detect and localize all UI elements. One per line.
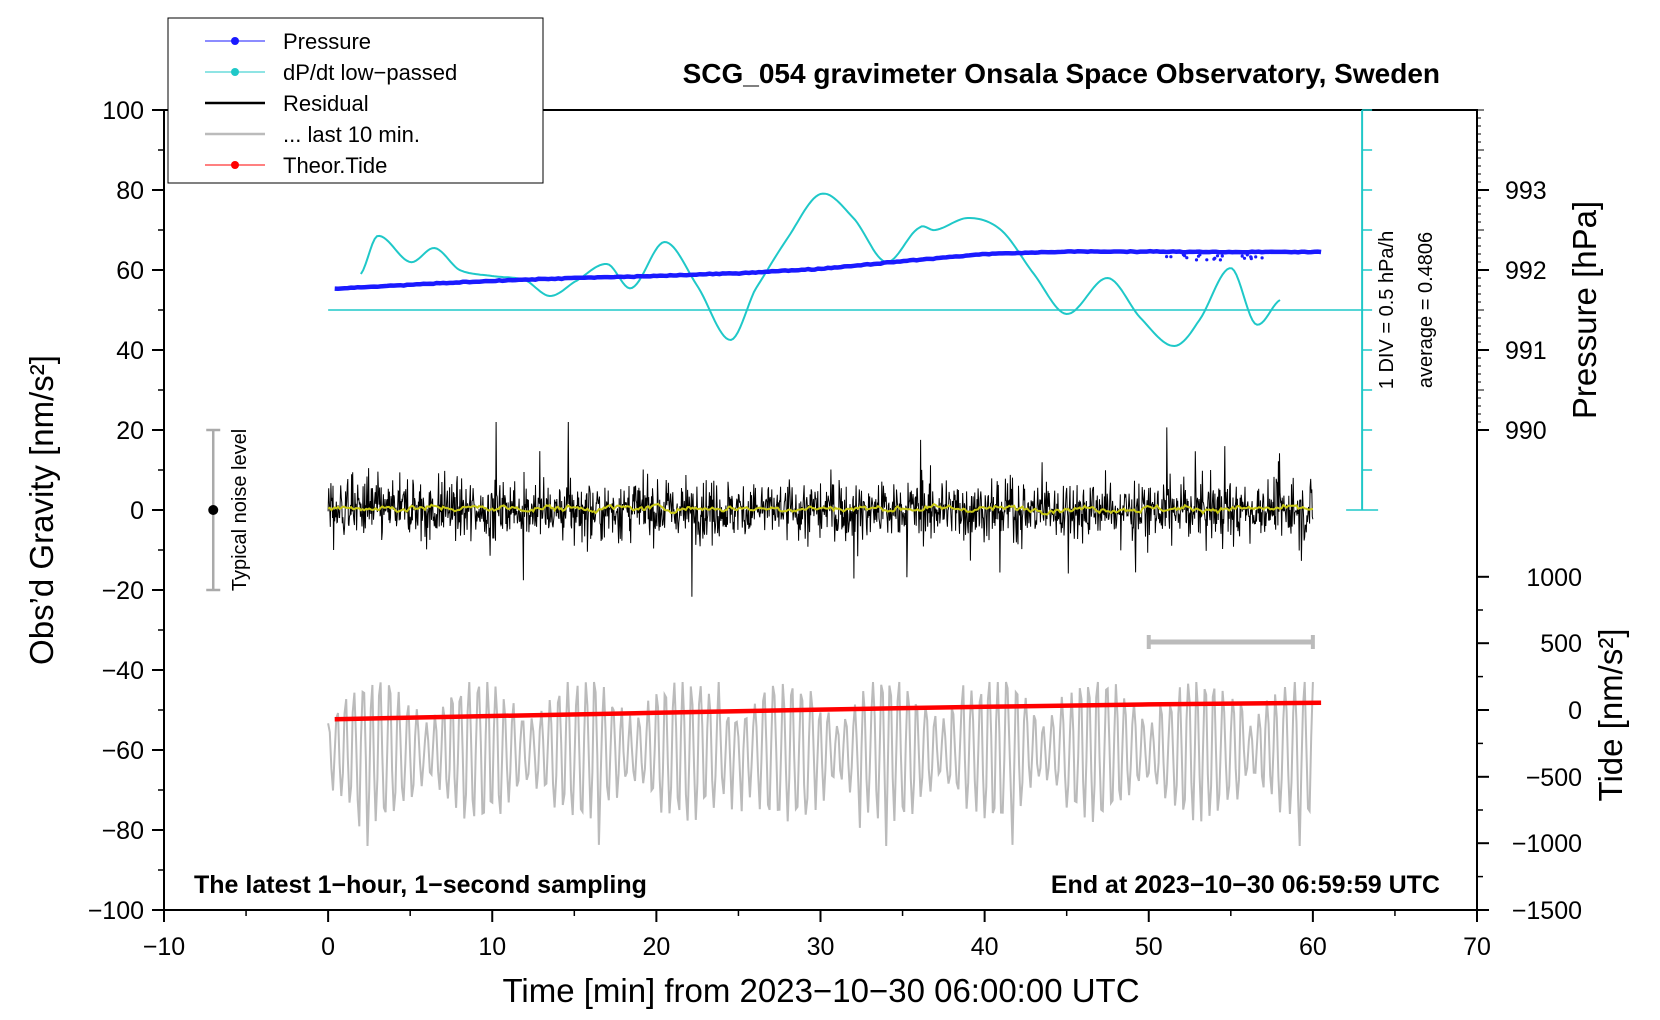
pressure-point — [1254, 255, 1258, 259]
y-tick-label: 60 — [116, 257, 144, 285]
y-tick-label: 0 — [130, 497, 144, 525]
pressure-point — [1245, 253, 1249, 257]
tide-tick-label: 0 — [1568, 697, 1582, 725]
y-tick-label: −100 — [88, 897, 144, 925]
x-tick-label: 10 — [478, 933, 506, 961]
legend-label: Pressure — [283, 29, 371, 54]
chart-title: SCG_054 gravimeter Onsala Space Observat… — [683, 58, 1440, 89]
legend-label: ... last 10 min. — [283, 122, 420, 147]
legend-marker — [231, 68, 239, 76]
tide-axis-title: Tide [nm/s²] — [1592, 629, 1629, 802]
tide-tick-label: 1000 — [1526, 564, 1582, 592]
legend-label: dP/dt low−passed — [283, 60, 457, 85]
series-layer — [327, 192, 1363, 847]
pressure-point — [1242, 256, 1247, 260]
pressure-tick-label: 990 — [1505, 417, 1547, 445]
y-tick-label: −80 — [102, 817, 144, 845]
legend: Pressure dP/dt low−passed Residual ... last… — [167, 17, 544, 184]
tide-tick-label: −500 — [1526, 764, 1582, 792]
x-tick-label: 40 — [971, 933, 999, 961]
noise-level-label: Typical noise level — [229, 429, 251, 591]
last10min-series-line — [327, 681, 1314, 847]
dpdt-series-line — [360, 192, 1281, 348]
pressure-point — [1185, 256, 1189, 260]
x-axis: −10 0 10 20 30 40 50 60 70 — [143, 910, 1491, 961]
legend-label: Theor.Tide — [283, 153, 387, 178]
footer-left-note: The latest 1−hour, 1−second sampling — [194, 871, 647, 899]
tide-tick-label: −1000 — [1512, 830, 1582, 858]
y-tick-label: 40 — [116, 337, 144, 365]
pressure-tick-label: 993 — [1505, 177, 1547, 205]
pressure-point — [1198, 253, 1202, 257]
x-tick-label: −10 — [143, 933, 185, 961]
y-axis: −100 −80 −60 −40 −20 0 20 40 60 80 100 — [88, 97, 164, 925]
annotation-layer — [206, 109, 1379, 649]
y-axis-title: Obs’d Gravity [nm/s²] — [23, 355, 60, 665]
x-tick-label: 0 — [321, 933, 335, 961]
tide-axis: 1000 500 0 −500 −1000 −1500 — [1477, 564, 1582, 925]
legend-marker — [231, 37, 239, 45]
residual-series-line — [327, 421, 1314, 597]
pressure-point — [1194, 258, 1199, 262]
pressure-tick-label: 991 — [1505, 337, 1547, 365]
x-axis-title: Time [min] from 2023−10−30 06:00:00 UTC — [502, 972, 1139, 1009]
legend-label: Residual — [283, 91, 369, 116]
legend-marker — [231, 161, 239, 169]
pressure-point — [1240, 254, 1244, 258]
x-tick-label: 50 — [1135, 933, 1163, 961]
pressure-point — [1218, 258, 1222, 262]
y-tick-label: −60 — [102, 737, 144, 765]
x-tick-label: 30 — [807, 933, 835, 961]
pressure-series-line — [334, 248, 1322, 292]
tide-tick-label: 500 — [1540, 630, 1582, 658]
scale-div-label: 1 DIV = 0.5 hPa/h — [1376, 231, 1398, 389]
pressure-point — [1215, 254, 1220, 258]
pressure-point — [1181, 253, 1186, 257]
y-tick-label: 80 — [116, 177, 144, 205]
y-tick-label: 100 — [102, 97, 144, 125]
pressure-point — [1165, 255, 1169, 259]
x-tick-label: 60 — [1299, 933, 1327, 961]
scale-average-label: average = 0.4806 — [1415, 232, 1437, 388]
pressure-axis: 990 991 992 993 — [1477, 109, 1547, 445]
pressure-axis-title: Pressure [hPa] — [1566, 201, 1603, 419]
x-tick-label: 70 — [1463, 933, 1491, 961]
pressure-point — [1260, 256, 1264, 260]
pressure-tick-label: 992 — [1505, 257, 1547, 285]
pressure-point — [1213, 256, 1217, 260]
tide-tick-label: −1500 — [1512, 897, 1582, 925]
pressure-point — [1220, 254, 1224, 258]
tide-series-line — [334, 700, 1322, 722]
residual-smoothed-line — [327, 502, 1314, 516]
pressure-point — [1249, 255, 1253, 259]
footer-right-note: End at 2023−10−30 06:59:59 UTC — [1051, 871, 1440, 899]
legend-box — [167, 17, 544, 184]
noise-bar-center-dot — [208, 505, 219, 515]
y-tick-label: −40 — [102, 657, 144, 685]
y-tick-label: 20 — [116, 417, 144, 445]
y-tick-label: −20 — [102, 577, 144, 605]
pressure-point — [1205, 258, 1209, 262]
pressure-point — [1169, 255, 1173, 259]
x-tick-label: 20 — [642, 933, 670, 961]
